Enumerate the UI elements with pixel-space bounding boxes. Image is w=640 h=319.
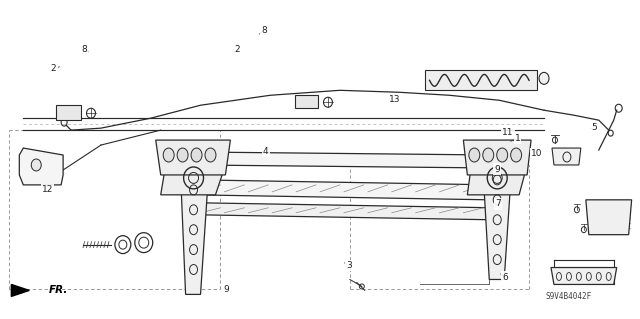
Ellipse shape [469, 148, 480, 162]
Ellipse shape [31, 159, 41, 171]
Ellipse shape [483, 148, 493, 162]
Ellipse shape [191, 148, 202, 162]
Ellipse shape [539, 72, 549, 84]
Text: 2: 2 [51, 64, 56, 73]
Text: 7: 7 [495, 199, 501, 208]
Polygon shape [161, 155, 225, 195]
Text: FR.: FR. [49, 286, 68, 295]
Ellipse shape [205, 148, 216, 162]
Polygon shape [483, 165, 511, 279]
Polygon shape [156, 140, 230, 175]
Text: 11: 11 [502, 128, 514, 137]
Text: 2: 2 [234, 45, 240, 55]
Text: 12: 12 [42, 185, 53, 194]
Polygon shape [586, 200, 632, 235]
Polygon shape [551, 268, 617, 285]
Text: 10: 10 [531, 149, 543, 158]
Text: 1: 1 [515, 134, 520, 143]
Text: 5: 5 [591, 123, 597, 132]
Polygon shape [56, 105, 81, 120]
Polygon shape [196, 152, 200, 195]
Ellipse shape [163, 148, 174, 162]
Polygon shape [196, 180, 494, 200]
Text: 3: 3 [346, 261, 351, 271]
Polygon shape [19, 148, 63, 185]
Polygon shape [489, 155, 494, 200]
Polygon shape [12, 285, 29, 296]
Polygon shape [295, 95, 318, 108]
Text: S9V4B4042F: S9V4B4042F [546, 292, 592, 301]
Ellipse shape [511, 148, 522, 162]
Polygon shape [467, 155, 527, 195]
Text: 8: 8 [261, 26, 267, 35]
Polygon shape [463, 140, 531, 175]
Ellipse shape [497, 148, 508, 162]
Polygon shape [196, 203, 494, 220]
Text: 9: 9 [494, 165, 500, 174]
Text: 6: 6 [502, 272, 508, 281]
Polygon shape [180, 165, 209, 294]
Polygon shape [424, 70, 537, 90]
Ellipse shape [177, 148, 188, 162]
Text: 8: 8 [81, 45, 87, 55]
Polygon shape [552, 148, 581, 165]
Text: 9: 9 [223, 285, 229, 294]
Text: 13: 13 [390, 95, 401, 104]
Text: 4: 4 [263, 147, 269, 156]
Polygon shape [196, 152, 494, 168]
